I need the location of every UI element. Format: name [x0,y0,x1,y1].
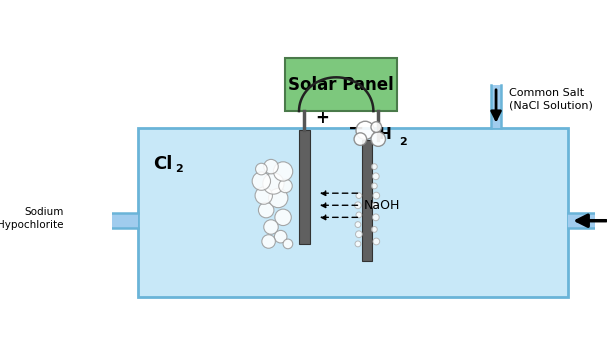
Circle shape [371,183,377,189]
Circle shape [356,121,375,140]
Circle shape [263,173,284,194]
Bar [568,213,606,229]
Circle shape [372,202,378,208]
Circle shape [355,241,361,247]
Circle shape [252,172,271,190]
Circle shape [371,122,382,132]
Circle shape [354,202,361,209]
Circle shape [274,230,287,243]
Circle shape [354,133,367,146]
Text: Sodium
Hypochlorite: Sodium Hypochlorite [0,207,63,230]
Circle shape [356,231,362,237]
Bar [285,58,396,111]
Circle shape [255,187,273,204]
Circle shape [264,159,278,174]
Text: −: − [348,119,365,138]
Text: 2: 2 [175,164,183,174]
Bar [362,140,373,261]
Circle shape [283,239,293,249]
Circle shape [259,202,274,218]
Bar [299,130,310,244]
Circle shape [371,164,377,170]
Circle shape [356,193,362,198]
Text: Solar Panel: Solar Panel [288,76,394,93]
Circle shape [268,189,288,208]
Circle shape [373,238,379,245]
Circle shape [275,209,291,225]
Text: 2: 2 [399,137,407,147]
Bar [138,128,568,297]
Circle shape [373,214,379,221]
Circle shape [355,222,361,228]
Circle shape [371,132,385,146]
Circle shape [256,163,267,175]
Text: NaOH: NaOH [364,199,401,212]
Bar [490,84,501,128]
Text: Common Salt
(NaCl Solution): Common Salt (NaCl Solution) [509,88,592,111]
Text: +: + [316,109,330,126]
Circle shape [373,173,379,180]
Circle shape [273,162,293,181]
Circle shape [264,220,278,234]
Circle shape [371,226,377,232]
Text: H: H [378,127,391,142]
Bar [100,213,138,229]
Text: Cl: Cl [153,155,172,173]
Circle shape [262,235,276,248]
Circle shape [373,192,379,199]
Circle shape [279,179,292,193]
Circle shape [356,212,362,218]
